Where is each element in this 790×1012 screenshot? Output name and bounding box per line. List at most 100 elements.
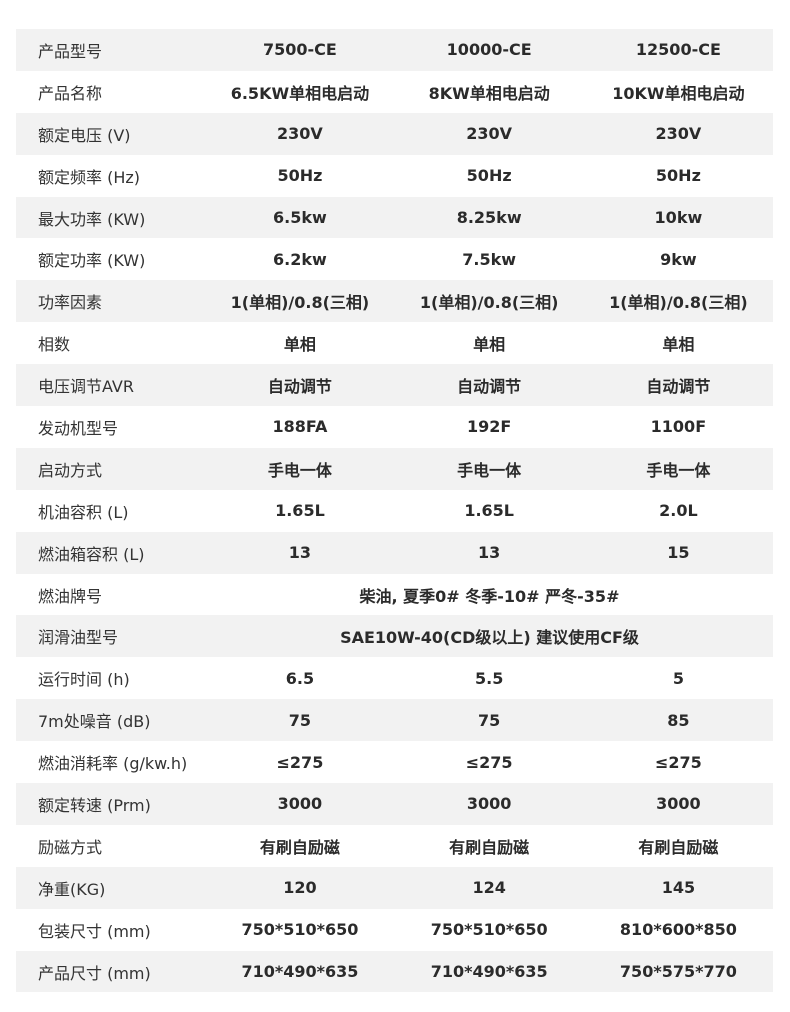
cell-model-2: 1.65L — [464, 501, 514, 521]
row-label: 最大功率 (KW) — [38, 209, 146, 229]
cell-model-3: 1(单相)/0.8(三相) — [609, 293, 748, 313]
cell-model-3: 1100F — [650, 417, 707, 437]
row-label: 燃油牌号 — [38, 586, 103, 606]
cell-model-2: 13 — [478, 543, 501, 563]
cell-model-1: 自动调节 — [267, 377, 332, 397]
cell-model-2: 230V — [466, 124, 513, 144]
table-row: 净重(KG) 120 124 145 — [16, 866, 773, 909]
cell-model-3: 50Hz — [655, 166, 701, 186]
cell-model-2: 50Hz — [466, 166, 512, 186]
cell-model-3: 10kw — [654, 208, 703, 227]
cell-model-2: 单相 — [473, 335, 506, 355]
row-label: 相数 — [38, 335, 71, 355]
cell-model-2: 124 — [472, 878, 506, 898]
cell-model-1: 手电一体 — [267, 460, 332, 480]
cell-model-2: 192F — [467, 417, 512, 437]
cell-model-2: 7.5kw — [462, 249, 517, 269]
table-row: 额定功率 (KW) 6.2kw 7.5kw 9kw — [16, 238, 773, 280]
cell-model-2: 10000-CE — [446, 40, 532, 60]
cell-model-1: 有刷自励磁 — [259, 837, 340, 857]
cell-model-2: 8.25kw — [456, 208, 522, 227]
cell-model-3: 自动调节 — [646, 377, 711, 397]
row-label: 额定电压 (V) — [38, 125, 131, 145]
cell-model-1: 750*510*650 — [241, 920, 359, 940]
table-row: 功率因素 1(单相)/0.8(三相) 1(单相)/0.8(三相) 1(单相)/0.8(… — [16, 280, 773, 323]
row-label: 发动机型号 — [38, 418, 119, 438]
row-label: 净重(KG) — [38, 879, 106, 899]
cell-model-3: 85 — [667, 710, 690, 730]
table-row: 励磁方式 有刷自励磁 有刷自励磁 有刷自励磁 — [16, 825, 773, 867]
table-row: 最大功率 (KW) 6.5kw 8.25kw 10kw — [16, 196, 773, 239]
cell-model-3: 手电一体 — [646, 460, 711, 480]
cell-model-1: 7500-CE — [263, 40, 337, 60]
cell-model-2: 5.5 — [474, 668, 504, 688]
cell-model-3: 810*600*850 — [619, 920, 737, 940]
cell-model-1: 1.65L — [275, 501, 325, 521]
cell-model-3: 145 — [661, 878, 696, 898]
row-label: 燃油箱容积 (L) — [38, 544, 145, 564]
table-row: 润滑油型号 SAE10W-40(CD级以上) 建议使用CF级 — [16, 615, 773, 658]
cell-model-1: 1(单相)/0.8(三相) — [230, 293, 370, 313]
table-row: 额定频率 (Hz) 50Hz 50Hz 50Hz — [16, 155, 773, 197]
row-label: 产品型号 — [38, 41, 103, 61]
cell-model-1: 6.5KW单相电启动 — [230, 83, 370, 103]
cell-model-2: 710*490*635 — [430, 962, 548, 982]
table-row: 燃油牌号 柴油, 夏季0# 冬季-10# 严冬-35# — [16, 574, 773, 616]
cell-model-2: 8KW单相电启动 — [428, 83, 550, 103]
cell-model-3: 12500-CE — [635, 40, 721, 60]
cell-model-1: 6.2kw — [273, 249, 327, 269]
table-row: 额定转速 (Prm) 3000 3000 3000 — [16, 783, 773, 825]
cell-model-2: 手电一体 — [457, 460, 522, 480]
cell-model-1: 单相 — [283, 335, 316, 355]
table-row: 发动机型号 188FA 192F 1100F — [16, 406, 773, 448]
table-row: 运行时间 (h) 6.5 5.5 5 — [16, 657, 773, 699]
table-row: 燃油箱容积 (L) 13 13 15 — [16, 531, 773, 574]
row-label: 额定功率 (KW) — [38, 251, 146, 271]
row-label: 润滑油型号 — [38, 628, 119, 648]
row-label: 产品名称 — [38, 83, 103, 103]
cell-model-3: 单相 — [662, 335, 695, 355]
cell-model-1: 188FA — [272, 417, 328, 437]
table-row: 产品尺寸 (mm) 710*490*635 710*490*635 750*575*7… — [16, 950, 773, 993]
cell-model-1: 75 — [288, 710, 312, 730]
row-label: 额定转速 (Prm) — [38, 795, 151, 815]
cell-model-3: 15 — [667, 543, 690, 563]
row-label: 燃油消耗率 (g/kw.h) — [38, 754, 188, 774]
row-label: 机油容积 (L) — [38, 502, 129, 522]
row-label: 包装尺寸 (mm) — [38, 921, 151, 941]
table-row: 包装尺寸 (mm) 750*510*650 750*510*650 810*600*8… — [16, 909, 773, 951]
table-row: 燃油消耗率 (g/kw.h) ≤275 ≤275 ≤275 — [16, 741, 773, 783]
cell-model-1: 230V — [277, 124, 323, 144]
cell-model-1: 6.5 — [285, 668, 315, 688]
table-row: 额定电压 (V) 230V 230V 230V — [16, 112, 773, 155]
table-row: 相数 单相 单相 单相 — [16, 322, 773, 364]
cell-model-3: 750*575*770 — [619, 962, 737, 982]
row-label: 额定频率 (Hz) — [38, 167, 141, 187]
spec-table: 产品型号 7500-CE 10000-CE 12500-CE 产品名称 6.5KW单相电启… — [16, 29, 773, 993]
cell-model-3: 9kw — [660, 249, 697, 269]
table-row: 机油容积 (L) 1.65L 1.65L 2.0L — [16, 490, 773, 532]
cell-model-2: 3000 — [466, 794, 512, 814]
cell-model-3: 有刷自励磁 — [638, 837, 719, 857]
cell-model-2: 有刷自励磁 — [449, 837, 530, 857]
table-row: 7m处噪音 (dB) 75 75 85 — [16, 699, 773, 742]
cell-model-1: ≤275 — [276, 752, 324, 772]
row-label: 电压调节AVR — [38, 377, 134, 397]
cell-model-2: 750*510*650 — [430, 920, 548, 940]
cell-model-2: 自动调节 — [457, 377, 522, 397]
cell-model-3: 3000 — [656, 794, 701, 814]
cell-model-1: 120 — [283, 878, 317, 898]
row-label: 运行时间 (h) — [38, 670, 130, 690]
cell-model-3: 10KW单相电启动 — [612, 83, 745, 103]
row-label: 7m处噪音 (dB) — [38, 712, 151, 732]
cell-model-3: ≤275 — [654, 752, 702, 772]
row-label: 启动方式 — [38, 460, 103, 480]
cell-model-2: ≤275 — [465, 752, 513, 772]
merged-cell: SAE10W-40(CD级以上) 建议使用CF级 — [340, 628, 639, 648]
cell-model-3: 230V — [655, 124, 702, 144]
cell-model-1: 13 — [288, 543, 312, 563]
row-label: 功率因素 — [38, 293, 103, 313]
cell-model-3: 5 — [672, 668, 684, 688]
cell-model-1: 50Hz — [277, 166, 323, 186]
table-row: 产品型号 7500-CE 10000-CE 12500-CE — [16, 29, 773, 71]
